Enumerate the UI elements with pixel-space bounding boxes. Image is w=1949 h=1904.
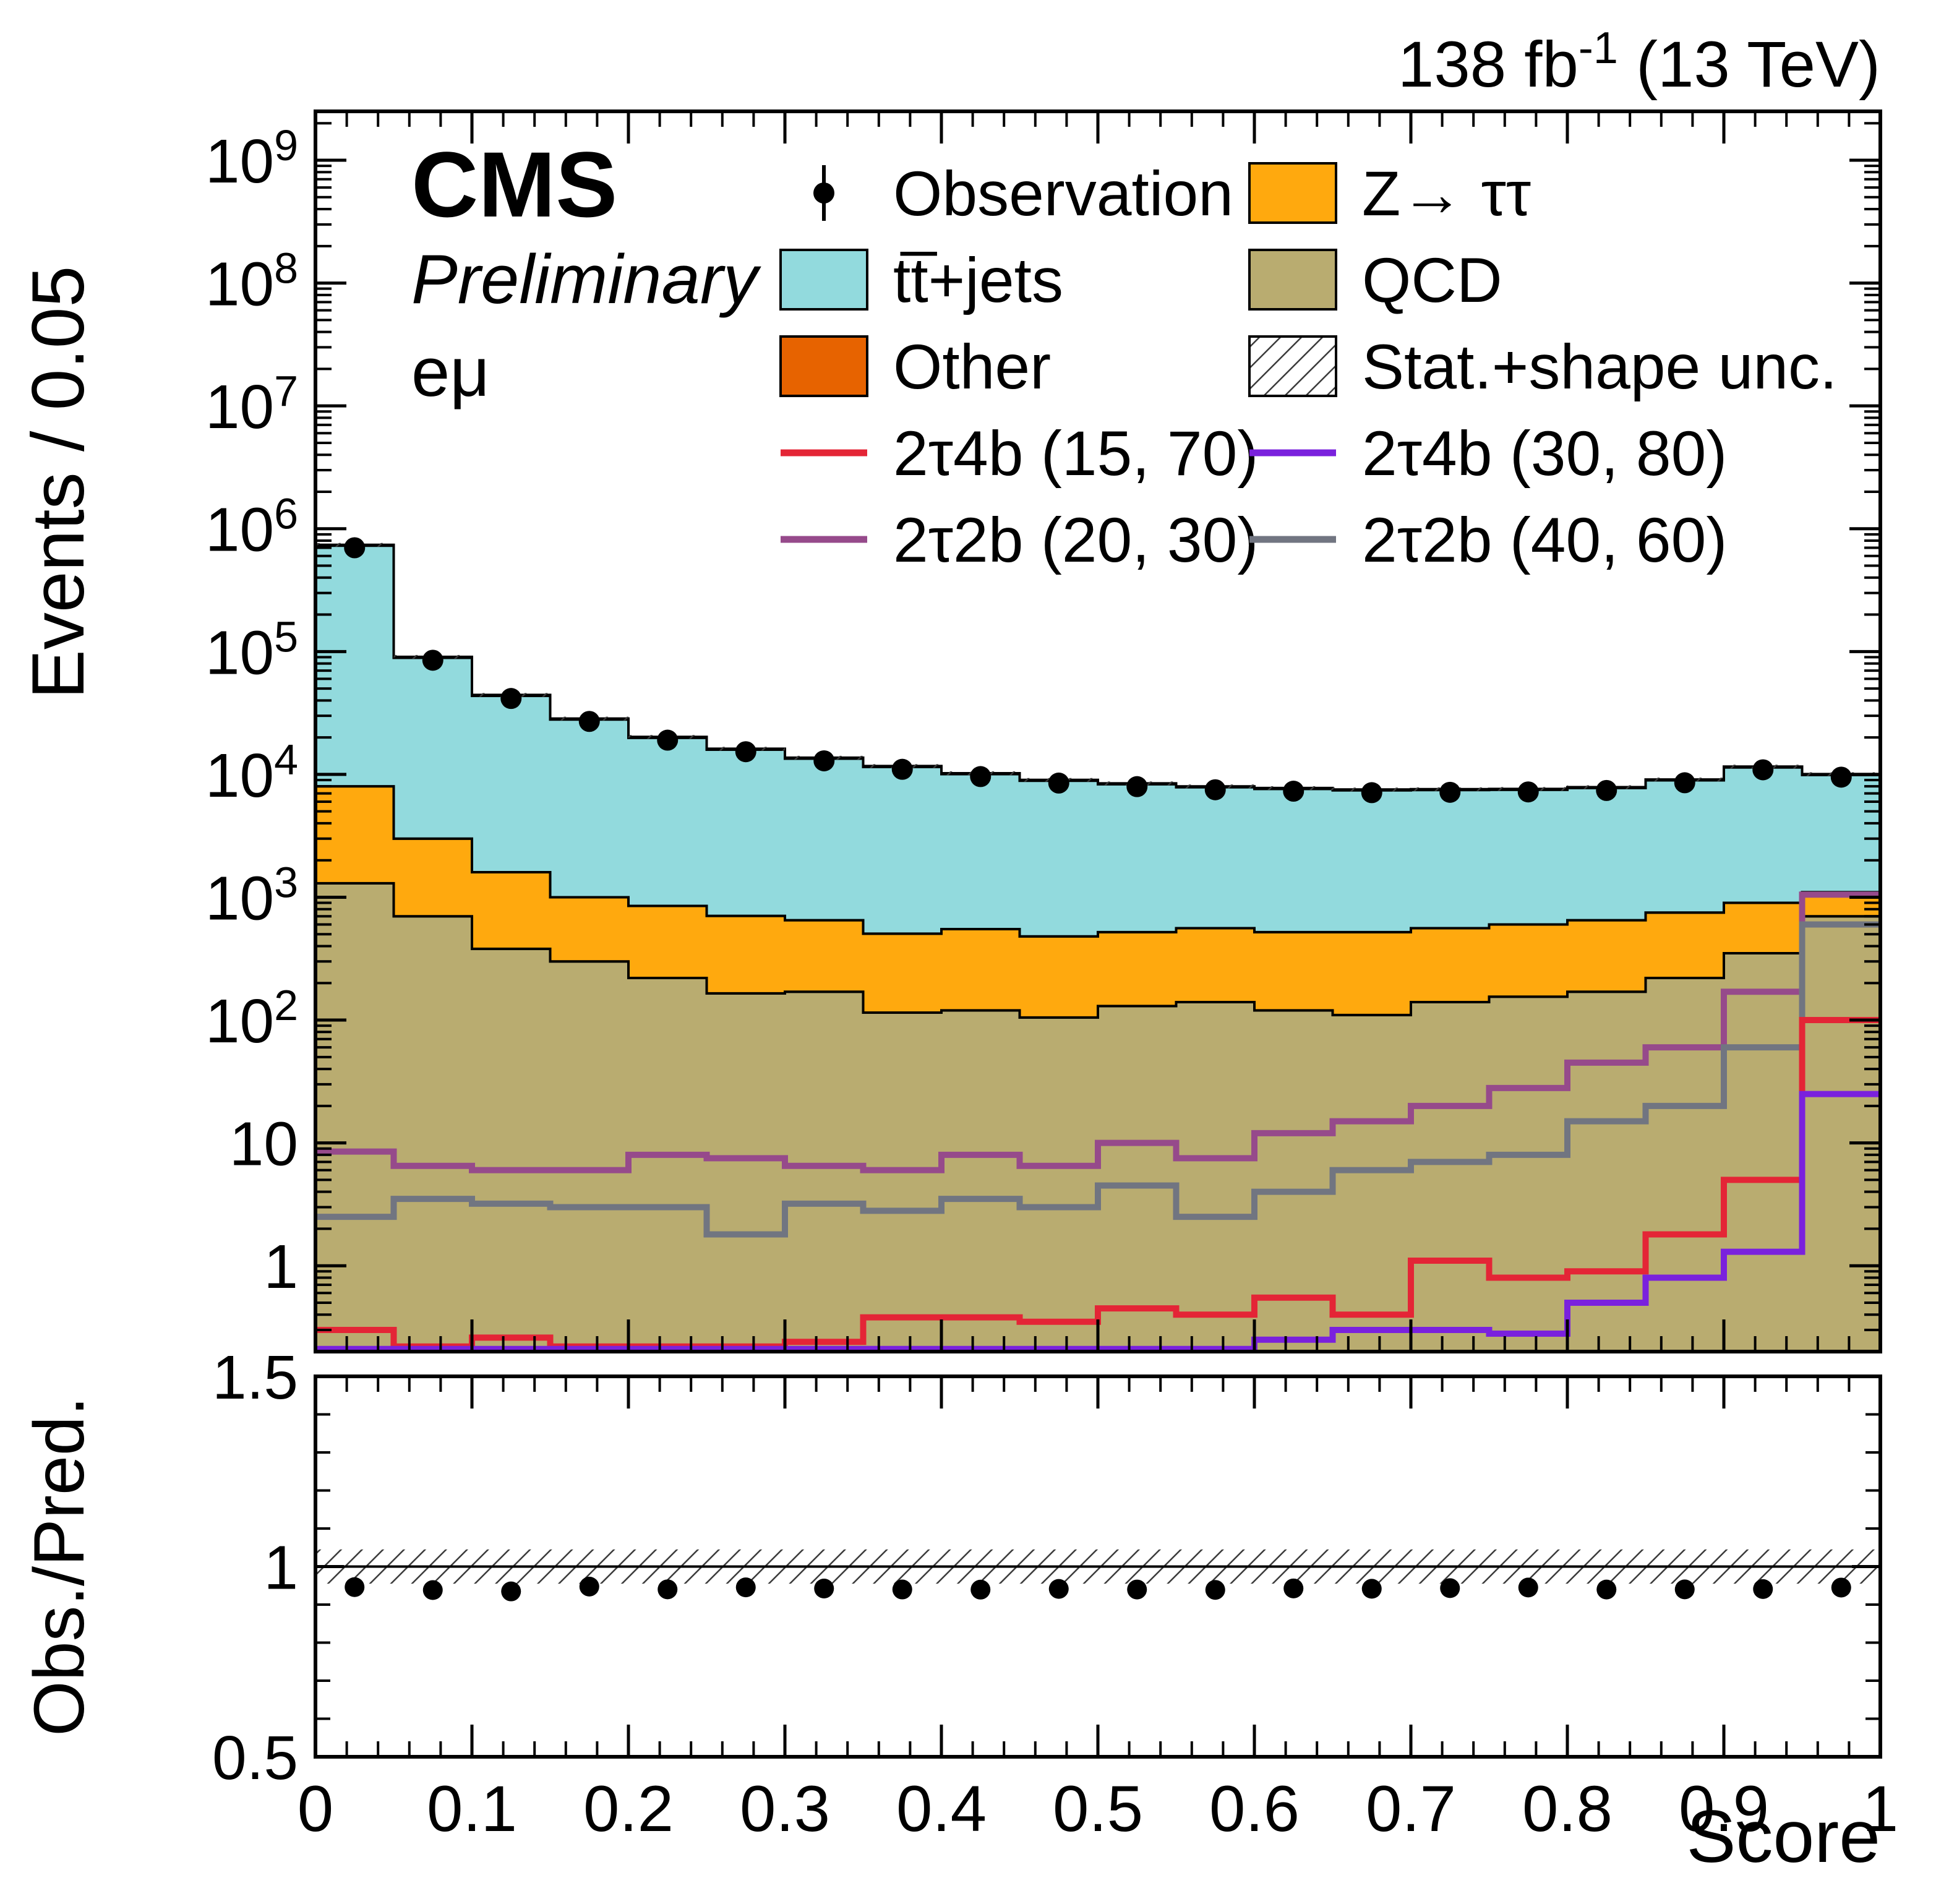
legend-label: Stat.+shape unc. <box>1362 332 1837 402</box>
legend-entry: 2τ4b (15, 70) <box>781 418 1258 489</box>
legend-entry: tt̅+jets <box>779 245 1063 315</box>
legend-entry: Observation <box>813 158 1233 229</box>
svg-text:107: 107 <box>205 367 298 442</box>
signal-line <box>315 921 1880 1238</box>
svg-text:104: 104 <box>205 735 298 810</box>
svg-text:1: 1 <box>263 1232 298 1301</box>
svg-text:103: 103 <box>205 858 298 933</box>
legend: Observation Z→ ττ tt̅+jets QCD Other Stat.+sh… <box>779 158 1837 575</box>
svg-text:1.5: 1.5 <box>212 1343 298 1412</box>
signal-line <box>315 891 1880 1173</box>
legend-entry: QCD <box>1248 245 1502 315</box>
x-tick-label: 0.7 <box>1366 1773 1456 1845</box>
x-axis-title: Score <box>1687 1795 1880 1878</box>
legend-label: Z→ ττ <box>1362 158 1531 229</box>
legend-marker-swatch <box>813 182 834 204</box>
svg-text:109: 109 <box>205 121 298 196</box>
channel-label: eμ <box>411 333 490 411</box>
legend-label: 2τ2b (40, 60) <box>1362 505 1727 575</box>
legend-label: Other <box>893 332 1051 402</box>
svg-text:108: 108 <box>205 244 298 319</box>
main-plot-area <box>315 537 1880 1352</box>
main-axes: 1 10 102 103 104 105 106 107 108 109 <box>205 109 1882 1353</box>
y-axis-title: Events / 0.05 <box>17 266 100 699</box>
ratio-points <box>345 1576 1851 1602</box>
legend-label: QCD <box>1362 245 1502 315</box>
legend-label: 2τ4b (15, 70) <box>893 418 1258 489</box>
legend-entry: Other <box>779 332 1051 402</box>
legend-label: tt̅+jets <box>893 245 1063 315</box>
svg-text:1: 1 <box>263 1533 298 1603</box>
observation-points <box>344 537 1852 804</box>
svg-text:10: 10 <box>229 1110 298 1179</box>
svg-text:102: 102 <box>205 981 298 1056</box>
legend-swatch <box>1248 249 1337 311</box>
x-tick-label: 0.1 <box>427 1773 517 1845</box>
x-tick-label: 0.3 <box>740 1773 830 1845</box>
svg-text:0.5: 0.5 <box>212 1723 298 1793</box>
legend-entry: Stat.+shape unc. <box>1248 332 1837 402</box>
legend-entry: 2τ4b (30, 80) <box>1249 418 1727 489</box>
x-tick-label: 0.2 <box>583 1773 674 1845</box>
experiment-label: CMS <box>411 132 617 236</box>
legend-entry: 2τ2b (20, 30) <box>781 505 1258 575</box>
legend-label: 2τ4b (30, 80) <box>1362 418 1727 489</box>
legend-entry: 2τ2b (40, 60) <box>1249 505 1727 575</box>
status-label: Preliminary <box>411 241 761 318</box>
legend-label: 2τ2b (20, 30) <box>893 505 1258 575</box>
x-tick-label: 0 <box>298 1773 333 1845</box>
legend-label: Observation <box>893 158 1233 229</box>
stat-unc-band <box>315 542 1880 792</box>
x-tick-label: 0.4 <box>896 1773 987 1845</box>
lumi-label: 138 fb-1 (13 TeV) <box>1398 24 1880 101</box>
legend-swatch <box>779 249 868 311</box>
x-tick-label: 0.9 <box>1679 1773 1769 1845</box>
legend-swatch <box>1248 162 1337 224</box>
legend-hatch-swatch <box>1248 335 1337 397</box>
x-tick-label: 0.5 <box>1053 1773 1143 1845</box>
x-tick-label: 1 <box>1862 1773 1898 1845</box>
x-tick-label: 0.6 <box>1209 1773 1300 1845</box>
svg-text:106: 106 <box>205 490 298 565</box>
ratio-y-axis-title: Obs./Pred. <box>20 1396 99 1736</box>
signal-line <box>315 1091 1880 1352</box>
ratio-panel: 0.5 1 1.5 0 0.1 0.2 0.3 0.4 0.5 0.6 0.7 0.8 0.9 1 <box>212 1343 1898 1845</box>
x-tick-label: 0.8 <box>1522 1773 1613 1845</box>
legend-swatch <box>779 335 868 397</box>
svg-text:105: 105 <box>205 612 298 687</box>
legend-entry: Z→ ττ <box>1248 158 1531 229</box>
